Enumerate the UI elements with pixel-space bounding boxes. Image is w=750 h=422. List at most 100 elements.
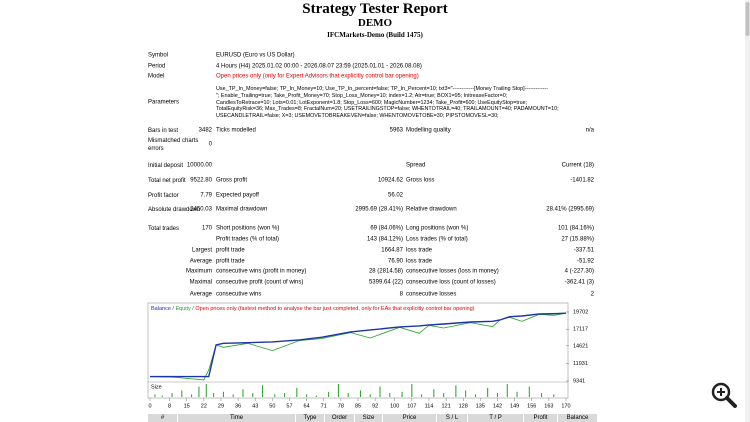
stat-label: consecutive wins — [216, 291, 262, 298]
trade-header-cell: Profit — [524, 414, 557, 422]
stat-value: 2 — [590, 291, 594, 298]
size-bar — [315, 395, 317, 397]
size-bar — [191, 394, 193, 397]
stat-label: Average — [189, 258, 212, 265]
y-tick-label: 11931 — [573, 361, 588, 367]
stat-value: 5399.64 (22) — [368, 279, 403, 286]
stat-value: 69 (84.06%) — [370, 225, 403, 232]
x-tick-label: 121 — [442, 403, 451, 409]
stat-label: Absolute drawdown — [148, 207, 201, 213]
series-line — [150, 312, 567, 378]
trade-header-cell: Size — [355, 414, 382, 422]
stat-label: profit trade — [216, 258, 245, 265]
stat-value: 2450.03 — [190, 206, 212, 213]
stat-label: Long positions (won %) — [406, 225, 469, 232]
stat-value: 170 — [201, 225, 212, 232]
stat-label: Initial deposit — [148, 163, 184, 169]
stat-value: 28.41% (2995.69) — [546, 206, 594, 213]
info-label: Symbol — [148, 52, 169, 59]
info-value: EURUSD (Euro vs US Dollar) — [216, 52, 295, 59]
size-bar — [161, 395, 163, 397]
size-bar — [181, 390, 183, 397]
stat-label: Maximal — [189, 279, 212, 286]
stat-value: 27 (15.88%) — [561, 236, 594, 243]
legend-text: Balance — [151, 306, 171, 312]
size-bar — [222, 391, 224, 397]
stat-value: 56.02 — [387, 192, 403, 199]
x-tick-label: 15 — [184, 403, 190, 409]
y-tick-label: 9341 — [573, 378, 585, 384]
trade-header-cell: Order — [325, 414, 354, 422]
stat-value: -337.51 — [573, 247, 594, 254]
size-bar — [369, 394, 371, 397]
trade-header-cell: Type — [296, 414, 324, 422]
stat-label: consecutive losses (loss in money) — [406, 268, 499, 275]
size-bar — [401, 391, 403, 397]
stat-value: 7.79 — [200, 192, 212, 199]
size-bar — [274, 394, 276, 397]
size-bar — [474, 394, 476, 397]
size-bar — [496, 393, 498, 397]
x-tick-label: 43 — [252, 403, 258, 409]
x-tick-label: 100 — [390, 403, 399, 409]
x-tick-label: 107 — [407, 403, 416, 409]
x-tick-label: 0 — [148, 403, 151, 409]
size-bar — [487, 387, 489, 397]
size-bar — [154, 394, 156, 397]
stat-value: 0 — [208, 141, 212, 148]
size-bar — [205, 384, 207, 397]
parameter-line: "; Enable_Trailing=true; Take_Profit_Mon… — [216, 92, 508, 99]
size-bar — [411, 384, 413, 397]
stat-value: -1401.82 — [570, 177, 594, 184]
stat-label: loss trade — [406, 258, 433, 265]
stat-label: Spread — [406, 162, 426, 169]
report-server: IFCMarkets-Demo (Build 1475) — [327, 31, 423, 39]
x-tick-label: 156 — [527, 403, 536, 409]
x-tick-label: 8 — [168, 403, 171, 409]
stat-label: Gross loss — [406, 177, 435, 184]
report-subtitle: DEMO — [357, 17, 393, 29]
stat-value: 28 (2814.58) — [368, 268, 403, 275]
stat-label: consecutive losses — [406, 291, 457, 298]
stat-value: 10924.62 — [377, 177, 403, 184]
stat-value: 101 (84.16%) — [557, 225, 594, 232]
trade-header-cell: Price — [383, 414, 436, 422]
stat-value: 1664.87 — [381, 247, 403, 254]
info-value: 4 Hours (H4) 2025.01.02 00:00 - 2026.08.… — [216, 63, 422, 70]
size-bar — [506, 384, 508, 397]
size-bar — [347, 393, 349, 397]
x-tick-label: 29 — [218, 403, 224, 409]
stat-label: Ticks modelled — [216, 127, 256, 134]
legend-text: / — [191, 306, 196, 312]
x-tick-label: 128 — [459, 403, 468, 409]
x-tick-label: 78 — [338, 403, 344, 409]
x-tick-label: 57 — [286, 403, 292, 409]
stat-label: Bars in test — [148, 128, 179, 134]
stat-value: 5963 — [389, 127, 403, 134]
size-bar — [379, 386, 381, 397]
parameter-line: TotalEquityRisk=36; Max_Trades=8; Fracta… — [216, 106, 559, 113]
x-tick-label: 135 — [476, 403, 485, 409]
stat-label: Largest — [191, 247, 212, 254]
size-bar — [232, 394, 234, 397]
stat-label: Total net profit — [148, 178, 186, 184]
size-bar — [528, 386, 530, 397]
size-bar — [433, 389, 435, 397]
info-label: Parameters — [148, 99, 180, 106]
stat-label: loss trade — [406, 247, 433, 254]
legend-text: / — [171, 306, 176, 312]
report-title: Strategy Tester Report — [302, 1, 448, 17]
size-bar — [171, 393, 173, 397]
scrollbar-thumb[interactable] — [745, 2, 750, 36]
size-bar — [465, 390, 467, 397]
trade-header-cell: Balance — [558, 414, 597, 422]
size-bar — [553, 394, 555, 397]
stat-label: Loss trades (% of total) — [406, 236, 468, 243]
zoom-button[interactable] — [711, 382, 737, 408]
x-tick-label: 142 — [493, 403, 502, 409]
trade-header-cell: S / L — [437, 414, 467, 422]
x-tick-label: 170 — [561, 403, 570, 409]
x-tick-label: 71 — [321, 403, 327, 409]
stat-label: Short positions (won %) — [216, 225, 280, 232]
